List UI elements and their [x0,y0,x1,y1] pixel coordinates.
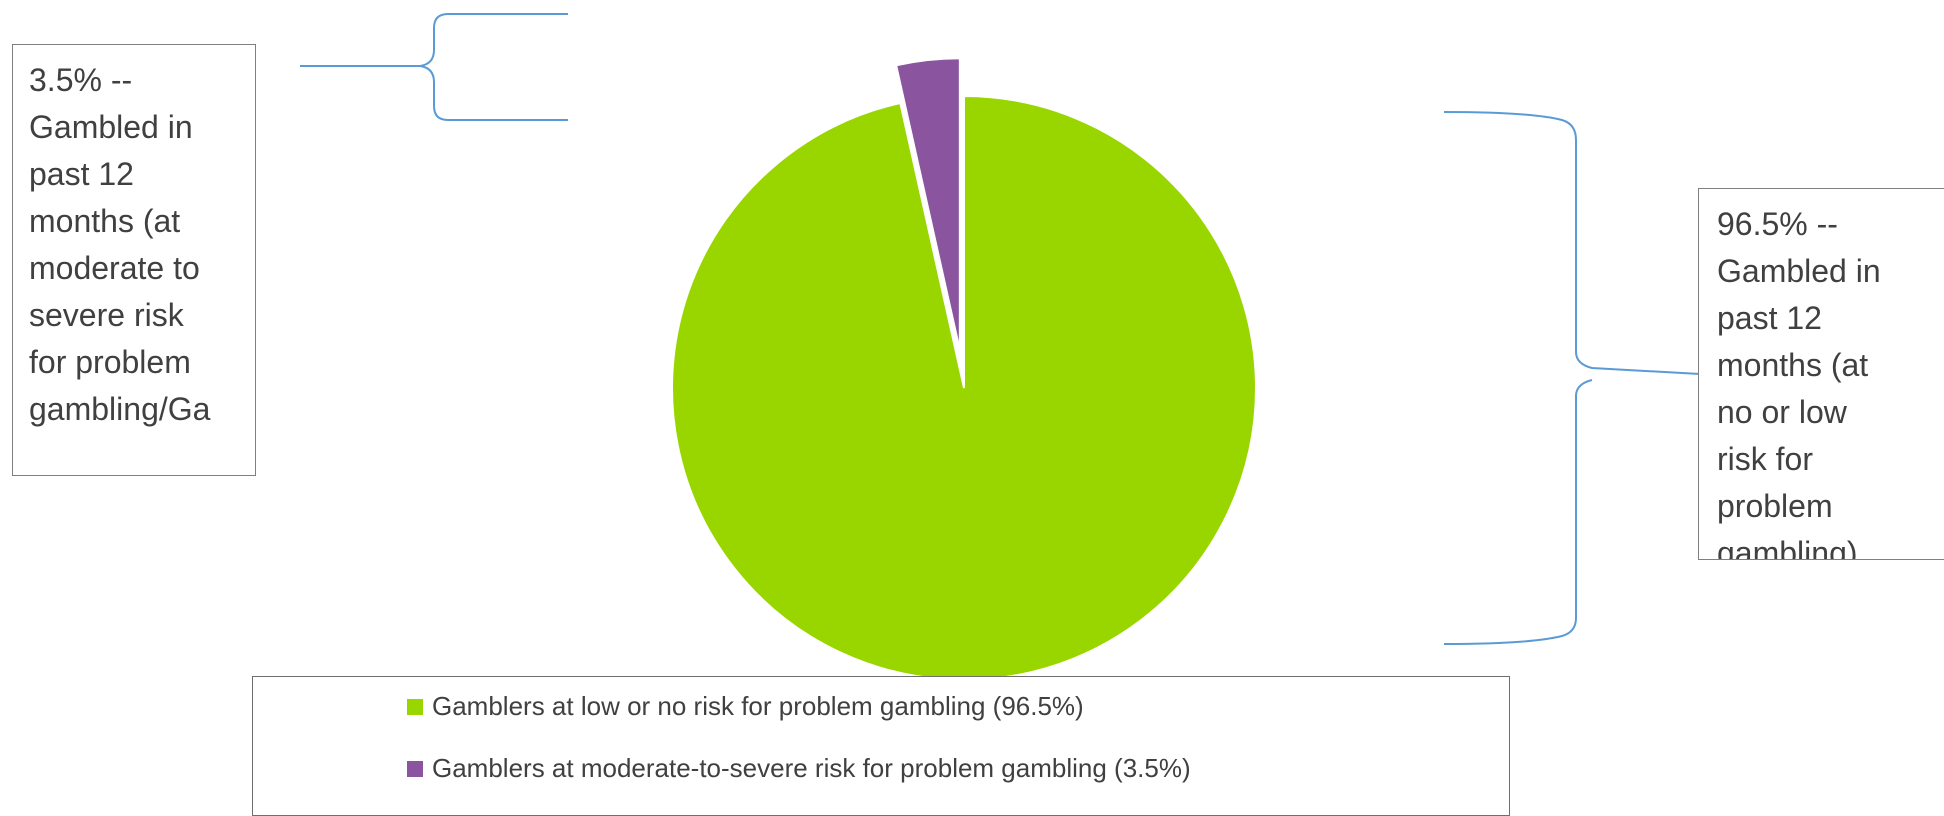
pie-slices [671,57,1257,681]
legend-item-low-no-risk: Gamblers at low or no risk for problem g… [407,691,1084,722]
legend-swatch [407,760,423,777]
right-callout-bracket [1443,111,1701,645]
legend-item-moderate-severe-risk: Gamblers at moderate-to-severe risk for … [407,753,1191,784]
callout-text: 96.5% -- Gambled in past 12 months (at n… [1717,206,1881,560]
callout-low-no-risk: 96.5% -- Gambled in past 12 months (at n… [1698,188,1944,560]
legend-swatch [407,698,423,715]
pie-slice-1 [894,57,961,351]
chart-legend: Gamblers at low or no risk for problem g… [252,676,1510,816]
left-callout-bracket [300,13,568,121]
callout-text: 3.5% -- Gambled in past 12 months (at mo… [29,62,211,427]
legend-label: Gamblers at moderate-to-severe risk for … [432,753,1191,783]
legend-label: Gamblers at low or no risk for problem g… [432,691,1084,721]
callout-moderate-severe-risk: 3.5% -- Gambled in past 12 months (at mo… [12,44,256,476]
callout-brackets [300,13,1701,645]
pie-slice-0 [671,94,1257,681]
